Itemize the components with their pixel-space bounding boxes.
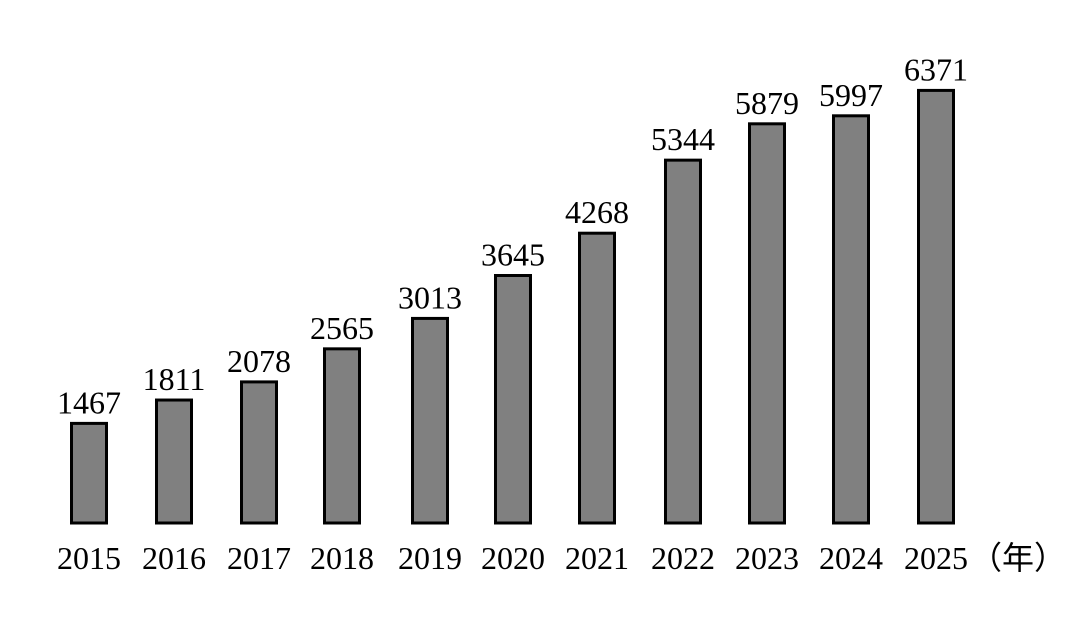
value-label-2016: 1811 — [143, 361, 206, 397]
value-label-2018: 2565 — [310, 310, 374, 346]
x-tick-2018: 2018 — [310, 540, 374, 576]
value-label-2015: 1467 — [57, 384, 121, 420]
bar-2023 — [748, 122, 786, 525]
x-tick-2020: 2020 — [481, 540, 545, 576]
x-tick-2017: 2017 — [227, 540, 291, 576]
value-label-2020: 3645 — [481, 237, 545, 273]
bars-group — [70, 88, 955, 525]
x-tick-2016: 2016 — [142, 540, 206, 576]
value-label-2025: 6371 — [904, 51, 968, 87]
x-tick-2021: 2021 — [565, 540, 629, 576]
x-tick-2023: 2023 — [735, 540, 799, 576]
x-axis-unit-label: （年） — [970, 540, 1066, 576]
value-label-2017: 2078 — [227, 343, 291, 379]
bar-2020 — [494, 274, 532, 525]
bar-2015 — [70, 421, 108, 525]
bar-2017 — [240, 380, 278, 525]
x-tick-2022: 2022 — [651, 540, 715, 576]
x-tick-labels-group: 2015 2016 2017 2018 2019 2020 2021 2022 2023 2024… — [57, 540, 968, 576]
x-tick-2015: 2015 — [57, 540, 121, 576]
value-label-2024: 5997 — [819, 77, 883, 113]
value-label-2022: 5344 — [651, 121, 715, 157]
bar-2016 — [155, 398, 193, 525]
bar-2025 — [917, 88, 955, 525]
value-label-2023: 5879 — [735, 85, 799, 121]
value-label-2019: 3013 — [398, 279, 462, 315]
bar-2021 — [578, 231, 616, 525]
bar-2019 — [411, 316, 449, 525]
value-labels-group: 1467 1811 2078 2565 3013 3645 4268 5344 5879 5997… — [57, 51, 968, 420]
value-label-2021: 4268 — [565, 194, 629, 230]
x-tick-2024: 2024 — [819, 540, 883, 576]
bar-2018 — [323, 347, 361, 525]
x-tick-2019: 2019 — [398, 540, 462, 576]
x-tick-2025: 2025 — [904, 540, 968, 576]
bar-2024 — [832, 114, 870, 525]
bar-2022 — [664, 158, 702, 525]
